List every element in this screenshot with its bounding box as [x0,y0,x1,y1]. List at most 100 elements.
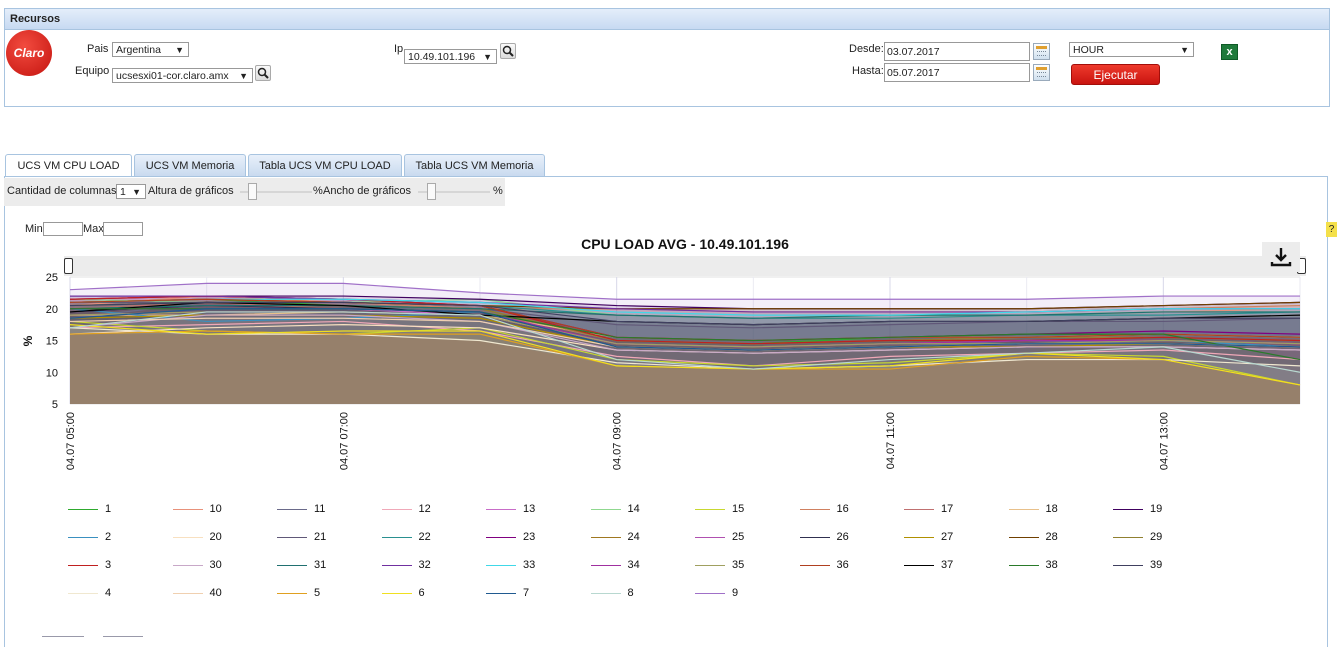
legend-swatch [277,537,307,538]
legend-item[interactable]: 2 [68,531,168,545]
ejecutar-button[interactable]: Ejecutar [1071,64,1160,85]
equipo-search-button[interactable] [255,65,271,81]
legend-item[interactable]: 33 [486,559,586,573]
legend-swatch [799,565,830,566]
legend-item[interactable]: 31 [277,559,377,573]
range-selector[interactable] [64,256,1306,276]
legend-item[interactable]: 8 [590,587,691,601]
legend-item[interactable]: 21 [277,531,377,545]
legend-label: 20 [209,531,222,543]
legend-label: 13 [523,503,536,515]
legend-item[interactable]: 24 [590,531,691,545]
legend-item[interactable]: 17 [904,503,1004,517]
legend-swatch [381,565,412,566]
excel-icon[interactable]: x [1221,44,1238,60]
legend-item[interactable]: 35 [695,559,795,573]
dropdown-arrow-icon: ▼ [1180,45,1189,55]
legend-swatch [486,593,516,594]
help-icon[interactable]: ? [1326,222,1337,237]
y-tick-label: 15 [46,336,58,348]
legend-item[interactable]: 10 [172,503,273,517]
hasta-calendar-icon[interactable] [1033,64,1050,81]
legend-item[interactable]: 9 [695,587,795,601]
legend-item[interactable]: 5 [277,587,377,601]
legend-item[interactable]: 32 [381,559,482,573]
desde-date-input[interactable]: 03.07.2017 [884,42,1030,61]
legend-item[interactable]: 14 [590,503,691,517]
search-icon [257,67,269,79]
legend-item[interactable]: 6 [381,587,482,601]
legend-label: 27 [941,531,954,543]
legend-item[interactable]: 18 [1008,503,1109,517]
legend-item[interactable]: 37 [904,559,1004,573]
legend-item[interactable]: 19 [1113,503,1213,517]
legend-item[interactable]: 40 [172,587,273,601]
desde-calendar-icon[interactable] [1033,43,1050,60]
tab-tabla-ucs-vm-cpu-load[interactable]: Tabla UCS VM CPU LOAD [248,154,402,176]
legend-item[interactable]: 3 [68,559,168,573]
range-start-handle[interactable] [64,258,73,274]
equipo-select[interactable]: ucsesxi01-cor.claro.amx ▼ [112,68,253,83]
width-slider[interactable] [418,182,490,202]
dropdown-arrow-icon: ▼ [132,187,141,197]
max-input[interactable] [103,222,143,236]
legend-swatch [1008,565,1039,566]
tab-ucs-vm-memoria[interactable]: UCS VM Memoria [134,154,246,176]
dropdown-arrow-icon: ▼ [483,52,492,62]
legend-swatch [486,537,516,538]
legend-item[interactable]: 28 [1008,531,1109,545]
tab-ucs-vm-cpu-load[interactable]: UCS VM CPU LOAD [5,154,132,177]
min-input[interactable] [43,222,83,236]
legend-item[interactable]: 13 [486,503,586,517]
legend-item[interactable]: 20 [172,531,273,545]
legend-item[interactable]: 36 [799,559,900,573]
slider-handle[interactable] [248,183,257,200]
hasta-date-input[interactable]: 05.07.2017 [884,63,1030,82]
legend-item[interactable]: 38 [1008,559,1109,573]
granularity-select[interactable]: HOUR ▼ [1069,42,1194,57]
ip-label: Ip [394,43,404,55]
slider-handle[interactable] [427,183,436,200]
legend-item[interactable]: 12 [381,503,482,517]
pais-select[interactable]: Argentina ▼ [112,42,189,57]
pais-label: Pais [87,43,109,55]
legend-item[interactable]: 26 [799,531,900,545]
legend-label: 39 [1150,559,1163,571]
legend-item[interactable]: 23 [486,531,586,545]
legend-item[interactable]: 15 [695,503,795,517]
series-line-7 [69,308,1301,351]
legend-item[interactable]: 4 [68,587,168,601]
legend-swatch [1113,509,1143,510]
legend-item[interactable]: 34 [590,559,691,573]
legend-item[interactable]: 29 [1113,531,1213,545]
ip-select[interactable]: 10.49.101.196 ▼ [404,49,497,64]
legend-item[interactable]: 27 [904,531,1004,545]
legend-item[interactable]: 25 [695,531,795,545]
legend-label: 21 [314,531,327,543]
legend-label: 40 [209,587,222,599]
legend-label: 6 [418,587,425,599]
download-button[interactable] [1262,242,1300,272]
legend-label: 37 [941,559,954,571]
legend-item[interactable]: 11 [277,503,377,517]
columns-select[interactable]: 1 ▼ [116,184,146,199]
legend-item[interactable]: 1 [68,503,168,517]
legend-item[interactable]: 30 [172,559,273,573]
legend-swatch [68,593,98,594]
columns-label: Cantidad de columnas [7,185,117,197]
legend-label: 12 [418,503,431,515]
legend-item[interactable]: 7 [486,587,586,601]
tab-tabla-ucs-vm-memoria[interactable]: Tabla UCS VM Memoria [404,154,545,176]
tab-content [4,176,1328,647]
legend-swatch [904,509,934,510]
hasta-label: Hasta: [852,65,884,77]
ip-search-button[interactable] [500,43,516,59]
height-slider[interactable] [240,182,312,202]
legend-label: 15 [732,503,745,515]
legend-label: 23 [523,531,536,543]
legend-item[interactable]: 16 [799,503,900,517]
legend-item[interactable]: 39 [1113,559,1213,573]
legend-label: 28 [1045,531,1058,543]
legend-label: 7 [523,587,530,599]
legend-item[interactable]: 22 [381,531,482,545]
